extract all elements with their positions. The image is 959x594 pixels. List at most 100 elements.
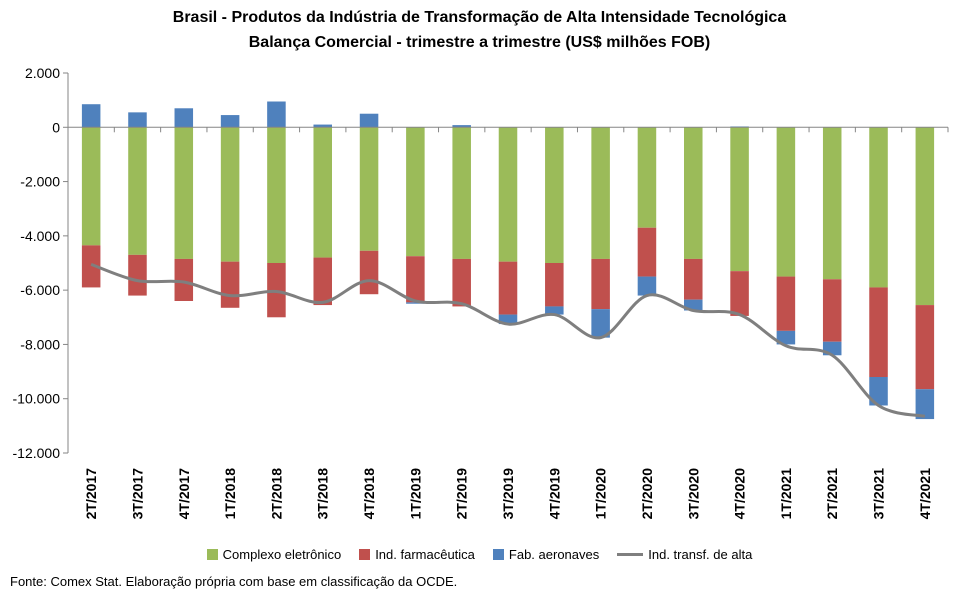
- bar-segment: [220, 115, 240, 128]
- y-tick-label: 0: [52, 119, 60, 135]
- x-tick-label: 4T/2021: [917, 468, 933, 520]
- x-tick-label: 4T/2020: [732, 468, 748, 520]
- legend-swatch: [492, 549, 504, 560]
- legend-label: Ind. transf. de alta: [648, 547, 753, 562]
- y-tick-label: -6.000: [20, 282, 60, 298]
- source-note: Fonte: Comex Stat. Elaboração própria co…: [10, 574, 458, 589]
- bar-segment: [822, 127, 842, 280]
- bar-segment: [81, 104, 101, 128]
- bar-segment: [915, 305, 935, 390]
- legend-label: Fab. aeronaves: [508, 547, 600, 562]
- bar-segment: [220, 261, 240, 308]
- chart-legend: Complexo eletrônico Ind. farmacêutica Fa…: [0, 547, 959, 562]
- y-tick-label: -8.000: [20, 336, 60, 352]
- x-tick-label: 2T/2018: [268, 468, 284, 520]
- legend-swatch: [206, 549, 218, 560]
- bar-segment: [915, 389, 935, 420]
- bar-segment: [267, 101, 286, 128]
- bar-segment: [869, 377, 888, 406]
- legend-item-aeronaves: Fab. aeronaves: [492, 547, 600, 562]
- bar-segment: [730, 127, 749, 272]
- legend-item-total: Ind. transf. de alta: [617, 547, 752, 562]
- x-tick-label: 1T/2021: [778, 468, 794, 520]
- bar-segment: [313, 124, 332, 128]
- bar-segment: [359, 250, 379, 295]
- x-tick-label: 2T/2017: [83, 468, 99, 520]
- legend-swatch: [359, 549, 371, 560]
- bar-segment: [637, 127, 657, 228]
- bar-segment: [128, 112, 147, 128]
- y-tick-label: -12.000: [13, 445, 61, 461]
- bar-segment: [591, 258, 610, 310]
- bar-segment: [822, 279, 842, 342]
- legend-item-complexo: Complexo eletrônico: [206, 547, 342, 562]
- x-tick-label: 2T/2020: [639, 468, 655, 520]
- legend-item-farmaceutica: Ind. farmacêutica: [359, 547, 475, 562]
- x-tick-label: 4T/2018: [361, 468, 377, 520]
- bar-segment: [406, 127, 425, 257]
- bar-segment: [684, 299, 703, 311]
- bar-segment: [81, 245, 101, 288]
- bar-segment: [128, 254, 147, 296]
- bar-segment: [545, 306, 564, 315]
- x-tick-label: 3T/2020: [685, 468, 701, 520]
- bar-segment: [174, 127, 194, 259]
- chart-title: Brasil - Produtos da Indústria de Transf…: [172, 9, 787, 26]
- bar-segment: [730, 271, 749, 316]
- bar-segment: [359, 113, 379, 128]
- bar-segment: [498, 314, 518, 325]
- x-tick-label: 4T/2019: [546, 468, 562, 520]
- bar-segment: [869, 287, 888, 377]
- bar-segment: [406, 302, 425, 304]
- bar-segment: [869, 127, 888, 288]
- legend-label: Ind. farmacêutica: [375, 547, 475, 562]
- legend-label: Complexo eletrônico: [222, 547, 342, 562]
- bar-segment: [220, 127, 240, 262]
- bar-segment: [452, 258, 471, 307]
- bar-segment: [545, 263, 564, 307]
- bar-segment: [776, 127, 796, 277]
- bar-segment: [174, 108, 194, 128]
- bar-segment: [776, 276, 796, 331]
- x-tick-label: 3T/2018: [315, 468, 331, 520]
- x-tick-label: 1T/2018: [222, 468, 238, 520]
- bar-segment: [591, 127, 610, 259]
- bar-segment: [637, 227, 657, 277]
- bar-segment: [81, 127, 101, 246]
- x-tick-label: 1T/2020: [593, 468, 609, 520]
- bar-segment: [545, 127, 564, 264]
- bar-segment: [359, 127, 379, 251]
- bar-segment: [637, 276, 657, 296]
- bar-segment: [452, 125, 471, 128]
- chart-subtitle: Balança Comercial - trimestre a trimestr…: [248, 34, 711, 51]
- bar-segment: [313, 127, 332, 258]
- bar-segment: [267, 127, 286, 264]
- bar-segment: [684, 258, 703, 300]
- legend-line-swatch: [617, 553, 644, 556]
- bar-segment: [498, 261, 518, 315]
- bar-segment: [406, 256, 425, 303]
- y-tick-label: 2.000: [25, 65, 60, 81]
- bar-segment: [452, 127, 471, 259]
- y-tick-label: -4.000: [20, 228, 60, 244]
- x-tick-label: 4T/2017: [176, 468, 192, 520]
- y-tick-label: -10.000: [13, 391, 61, 407]
- bar-segment: [591, 309, 610, 338]
- bar-segment: [313, 257, 332, 306]
- bar-segment: [684, 127, 703, 259]
- x-tick-label: 3T/2017: [129, 468, 145, 520]
- series-line-total: [90, 262, 926, 418]
- bar-segment: [498, 127, 518, 262]
- bar-segment: [915, 127, 935, 306]
- x-tick-label: 2T/2021: [824, 468, 840, 520]
- x-tick-label: 3T/2021: [871, 468, 887, 520]
- bar-segment: [174, 258, 194, 301]
- x-tick-label: 2T/2019: [454, 468, 470, 520]
- x-tick-label: 3T/2019: [500, 468, 516, 520]
- y-tick-label: -2.000: [20, 174, 60, 190]
- x-tick-label: 1T/2019: [407, 468, 423, 520]
- bar-segment: [776, 330, 796, 345]
- bar-segment: [128, 127, 147, 255]
